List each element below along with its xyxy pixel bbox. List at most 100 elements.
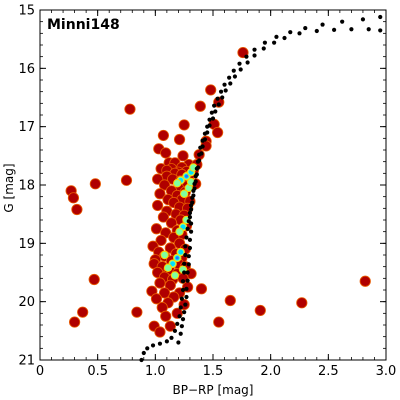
isochrone-point bbox=[184, 235, 189, 240]
isochrone-point bbox=[164, 339, 169, 344]
member-star-point bbox=[155, 234, 167, 247]
x-tick-label: 0.5 bbox=[87, 364, 108, 379]
member-star-point bbox=[71, 203, 83, 216]
isochrone-point bbox=[182, 310, 187, 315]
member-star-point bbox=[173, 133, 186, 146]
y-tick-label: 20 bbox=[18, 295, 35, 310]
isochrone-point bbox=[187, 245, 193, 251]
member-star-point bbox=[150, 223, 163, 235]
density-core-point bbox=[170, 271, 180, 280]
member-star-point bbox=[224, 294, 236, 307]
member-star-point bbox=[164, 279, 176, 291]
isochrone-point bbox=[245, 60, 250, 65]
member-star-point bbox=[150, 293, 163, 305]
isochrone-point bbox=[178, 331, 183, 336]
isochrone-point bbox=[141, 350, 146, 356]
data-points bbox=[65, 14, 383, 363]
density-core-point bbox=[176, 247, 185, 257]
isochrone-point bbox=[179, 296, 184, 301]
isochrone-point bbox=[191, 193, 196, 198]
y-axis-label: G [mag] bbox=[2, 163, 16, 212]
isochrone-point bbox=[179, 324, 184, 329]
x-tick-label: 2.0 bbox=[260, 364, 281, 379]
isochrone-point bbox=[360, 17, 366, 22]
member-star-point bbox=[157, 129, 170, 142]
isochrone-point bbox=[212, 103, 217, 108]
isochrone-point bbox=[332, 27, 337, 32]
isochrone-point bbox=[205, 130, 210, 135]
isochrone-point bbox=[186, 262, 191, 267]
isochrone-point bbox=[187, 214, 193, 220]
isochrone-point bbox=[238, 67, 243, 72]
isochrone-point bbox=[169, 335, 174, 340]
isochrone-point bbox=[216, 102, 221, 107]
isochrone-point bbox=[252, 47, 257, 52]
member-star-point bbox=[160, 147, 172, 159]
density-core-point bbox=[175, 227, 184, 236]
isochrone-point bbox=[177, 314, 182, 319]
isochrone-point bbox=[183, 302, 188, 307]
isochrone-point bbox=[378, 28, 383, 33]
member-star-point bbox=[165, 217, 178, 229]
isochrone-point bbox=[150, 343, 156, 348]
member-star-point bbox=[205, 84, 217, 96]
y-tick-label: 15 bbox=[18, 4, 35, 19]
isochrone-point bbox=[297, 31, 302, 36]
isochrone-point bbox=[180, 287, 186, 293]
isochrone-point bbox=[207, 123, 212, 128]
isochrone-point bbox=[262, 40, 267, 45]
isochrone-point bbox=[199, 151, 204, 156]
chart-title: Minni148 bbox=[47, 17, 120, 33]
isochrone-point bbox=[378, 14, 383, 20]
density-core-point bbox=[173, 179, 182, 188]
member-star-point bbox=[158, 287, 171, 299]
y-tick-label: 17 bbox=[18, 120, 35, 135]
isochrone-point bbox=[215, 96, 220, 101]
member-star-point bbox=[154, 188, 166, 200]
member-star-point bbox=[152, 199, 164, 212]
member-star-point bbox=[213, 316, 225, 328]
isochrone-point bbox=[200, 144, 205, 149]
isochrone-point bbox=[176, 340, 181, 345]
isochrone-point bbox=[202, 137, 208, 142]
x-axis-label: BP−RP [mag] bbox=[173, 383, 254, 397]
isochrone-point bbox=[185, 226, 190, 231]
isochrone-point bbox=[193, 179, 198, 184]
isochrone-point bbox=[227, 75, 232, 80]
isochrone-point bbox=[207, 117, 212, 122]
isochrone-point bbox=[288, 30, 293, 35]
member-star-point bbox=[154, 277, 166, 289]
isochrone-point bbox=[183, 244, 188, 249]
member-star-point bbox=[254, 304, 266, 317]
member-star-point bbox=[195, 283, 208, 295]
isochrone-point bbox=[182, 261, 187, 266]
member-star-point bbox=[69, 316, 81, 328]
member-star-point bbox=[177, 150, 189, 162]
member-star-point bbox=[88, 273, 100, 286]
isochrone-point bbox=[180, 279, 186, 284]
isochrone-point bbox=[228, 81, 233, 86]
member-star-point bbox=[359, 275, 371, 287]
isochrone-point bbox=[184, 294, 189, 300]
isochrone-point bbox=[252, 53, 257, 58]
isochrone-point bbox=[223, 88, 228, 93]
y-tick-label: 18 bbox=[18, 179, 35, 194]
isochrone-point bbox=[182, 270, 187, 275]
isochrone-point bbox=[175, 321, 180, 326]
isochrone-point bbox=[184, 286, 189, 291]
member-star-point bbox=[212, 126, 224, 139]
y-tick-label: 19 bbox=[18, 237, 35, 252]
density-core-point bbox=[163, 263, 173, 273]
y-tick-label: 16 bbox=[18, 62, 35, 77]
density-core-point bbox=[173, 253, 182, 263]
isochrone-point bbox=[366, 27, 371, 32]
member-star-point bbox=[154, 326, 166, 338]
y-tick-label: 21 bbox=[18, 354, 35, 369]
isochrone-point bbox=[187, 210, 193, 216]
isochrone-point bbox=[172, 328, 178, 333]
member-star-point bbox=[157, 211, 170, 223]
isochrone-point bbox=[222, 82, 227, 87]
isochrone-point bbox=[190, 200, 195, 205]
member-star-point bbox=[89, 178, 101, 190]
